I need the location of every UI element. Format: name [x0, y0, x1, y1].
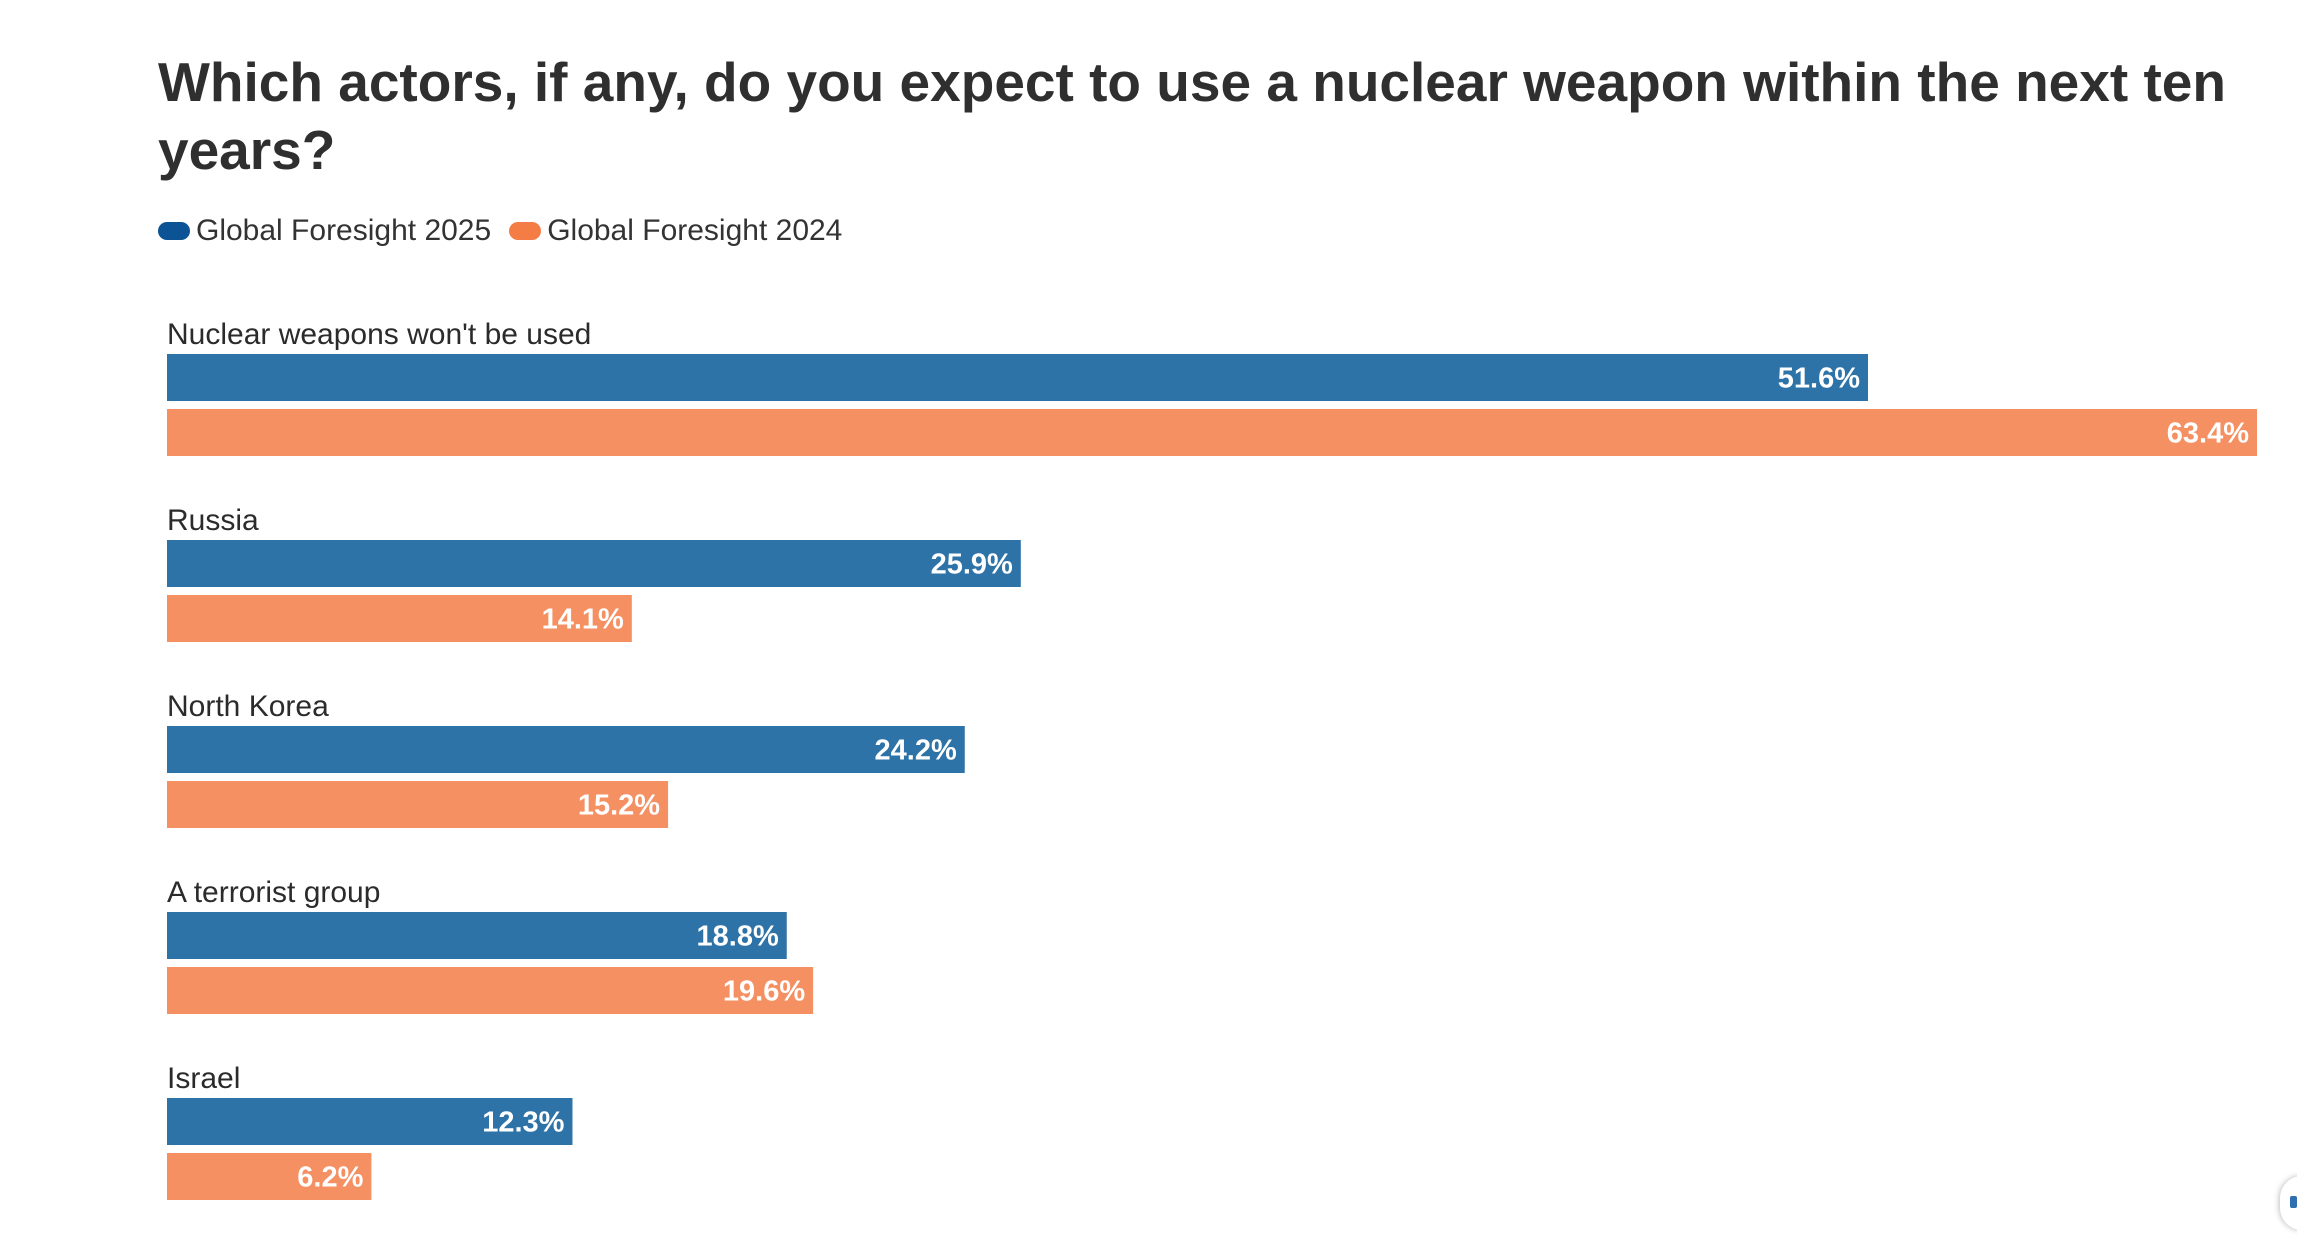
- bar-2025[interactable]: [167, 540, 1021, 587]
- category-label: Russia: [167, 504, 259, 537]
- value-label-2024: 14.1%: [542, 604, 624, 636]
- bar-group-nuclear-weapons-won-t-be-used: Nuclear weapons won't be used 51.6% 63.4%: [167, 318, 2257, 456]
- value-label-2025: 51.6%: [1778, 363, 1860, 395]
- bar-2025[interactable]: [167, 912, 787, 959]
- bar-2024[interactable]: [167, 1153, 372, 1200]
- category-label: Israel: [167, 1062, 240, 1095]
- value-label-2024: 6.2%: [297, 1162, 363, 1194]
- value-label-2025: 18.8%: [697, 921, 779, 953]
- bar-2024[interactable]: [167, 595, 632, 642]
- legend-label-2024: Global Foresight 2024: [547, 214, 843, 247]
- bar-group-russia: Russia 25.9% 14.1%: [167, 504, 1021, 642]
- bar-group-a-terrorist-group: A terrorist group 18.8% 19.6%: [167, 876, 814, 1014]
- bar-2024[interactable]: [167, 781, 669, 828]
- chart-title: Which actors, if any, do you expect to u…: [158, 51, 2226, 181]
- legend-swatch-2025: [158, 222, 190, 240]
- bar-2025[interactable]: [167, 726, 965, 773]
- legend-item-2025[interactable]: Global Foresight 2025: [158, 214, 491, 248]
- category-label: North Korea: [167, 690, 329, 723]
- category-label: A terrorist group: [167, 876, 380, 909]
- bar-2024[interactable]: [167, 409, 2257, 456]
- legend-item-2024[interactable]: Global Foresight 2024: [509, 214, 842, 248]
- value-label-2025: 25.9%: [931, 549, 1013, 581]
- bar-2025[interactable]: [167, 354, 1869, 401]
- bar-group-israel: Israel 12.3% 6.2%: [167, 1062, 573, 1200]
- value-label-2024: 63.4%: [2167, 418, 2249, 450]
- value-label-2024: 15.2%: [578, 790, 660, 822]
- widget-icon: [2290, 1196, 2297, 1208]
- legend-swatch-2024: [509, 222, 542, 240]
- category-label: Nuclear weapons won't be used: [167, 318, 591, 351]
- value-label-2024: 19.6%: [723, 976, 805, 1008]
- value-label-2025: 24.2%: [875, 735, 957, 767]
- legend-label-2025: Global Foresight 2025: [196, 214, 492, 247]
- bar-2024[interactable]: [167, 967, 814, 1014]
- bar-group-north-korea: North Korea 24.2% 15.2%: [167, 690, 965, 828]
- value-label-2025: 12.3%: [482, 1107, 564, 1139]
- bar-2025[interactable]: [167, 1098, 573, 1145]
- side-widget-button[interactable]: [2280, 1176, 2297, 1230]
- legend: Global Foresight 2025 Global Foresight 2…: [158, 214, 860, 248]
